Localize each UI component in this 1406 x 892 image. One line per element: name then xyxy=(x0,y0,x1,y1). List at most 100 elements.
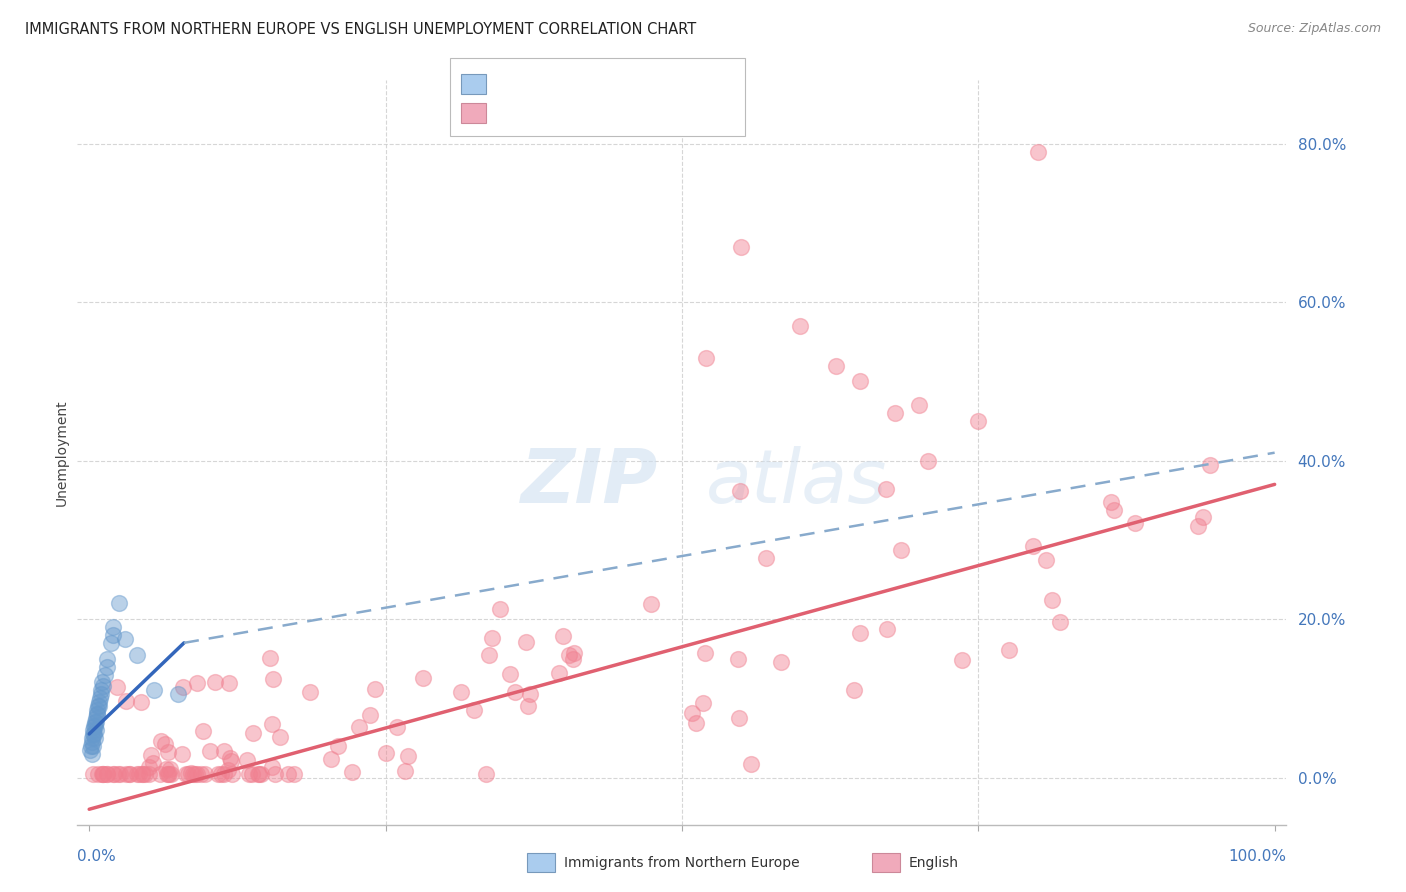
Point xyxy=(167,687,190,701)
Point xyxy=(519,687,541,701)
Point xyxy=(120,766,142,780)
Point xyxy=(450,684,472,698)
Point xyxy=(198,744,221,758)
Point xyxy=(155,737,177,751)
Point xyxy=(1026,145,1049,159)
Point xyxy=(264,766,287,780)
Point xyxy=(96,766,118,780)
Text: ZIP: ZIP xyxy=(520,446,658,519)
Point xyxy=(134,766,156,780)
Text: 0.350: 0.350 xyxy=(543,78,591,93)
Point xyxy=(105,680,128,694)
Point xyxy=(1104,503,1126,517)
Point xyxy=(364,681,387,696)
Point xyxy=(160,766,183,780)
Point xyxy=(82,731,104,745)
Point xyxy=(87,766,110,780)
Point xyxy=(967,414,990,428)
Point xyxy=(115,694,138,708)
Point xyxy=(96,766,118,780)
Point xyxy=(221,766,243,780)
Point xyxy=(640,597,662,611)
Text: 140: 140 xyxy=(655,107,688,122)
Point xyxy=(183,766,205,780)
Point xyxy=(499,666,522,681)
Point xyxy=(374,746,396,760)
Point xyxy=(259,650,281,665)
Point xyxy=(80,735,103,749)
Point xyxy=(517,699,540,714)
Point xyxy=(84,719,107,733)
Text: 0.615: 0.615 xyxy=(543,107,591,122)
Text: atlas: atlas xyxy=(706,447,887,518)
Point xyxy=(235,753,257,767)
Point xyxy=(204,675,226,690)
Point xyxy=(87,699,110,714)
Point xyxy=(789,318,811,333)
Point xyxy=(1022,539,1045,553)
Point xyxy=(177,766,200,780)
Point xyxy=(283,766,305,780)
Point xyxy=(157,766,180,780)
Point xyxy=(82,727,104,741)
Point xyxy=(727,711,749,725)
Point xyxy=(82,739,104,753)
Point xyxy=(142,756,165,770)
Point xyxy=(84,715,107,730)
Point xyxy=(770,655,793,669)
Point xyxy=(727,652,749,666)
Point xyxy=(101,628,124,642)
Point xyxy=(1187,518,1209,533)
Point xyxy=(848,626,870,640)
Point xyxy=(908,398,931,412)
Point xyxy=(132,766,155,780)
Text: N =: N = xyxy=(613,107,647,122)
Point xyxy=(328,739,350,753)
Point xyxy=(138,760,160,774)
Text: Source: ZipAtlas.com: Source: ZipAtlas.com xyxy=(1247,22,1381,36)
Point xyxy=(340,764,363,779)
Point xyxy=(875,482,897,496)
Point xyxy=(488,602,510,616)
Point xyxy=(240,766,263,780)
Point xyxy=(247,766,270,780)
Point xyxy=(1035,553,1057,567)
Point xyxy=(93,667,115,681)
Point xyxy=(79,743,101,757)
Point xyxy=(217,763,239,777)
Point xyxy=(82,766,104,780)
Point xyxy=(250,766,273,780)
Point xyxy=(1049,615,1071,629)
Point xyxy=(884,406,907,420)
Point xyxy=(101,620,124,634)
Point xyxy=(347,720,370,734)
Point xyxy=(141,747,163,762)
Point xyxy=(100,636,122,650)
Point xyxy=(844,682,866,697)
Point xyxy=(87,695,110,709)
Point xyxy=(80,739,103,753)
Point xyxy=(108,766,131,780)
Point xyxy=(172,680,194,694)
Point xyxy=(319,751,342,765)
Y-axis label: Unemployment: Unemployment xyxy=(55,400,69,506)
Point xyxy=(114,766,136,780)
Point xyxy=(91,675,114,690)
Point xyxy=(277,766,299,780)
Point xyxy=(90,766,112,780)
Point xyxy=(260,717,283,731)
Point xyxy=(548,665,571,680)
Point xyxy=(515,634,537,648)
Point xyxy=(207,766,229,780)
Point xyxy=(1199,458,1222,473)
Point xyxy=(157,746,180,760)
Point xyxy=(463,703,485,717)
Point xyxy=(138,766,160,780)
Point xyxy=(262,672,284,686)
Point xyxy=(83,731,105,745)
Point xyxy=(728,484,751,499)
Point xyxy=(848,375,870,389)
Point xyxy=(84,715,107,730)
Point xyxy=(1192,509,1215,524)
Point xyxy=(159,762,181,776)
